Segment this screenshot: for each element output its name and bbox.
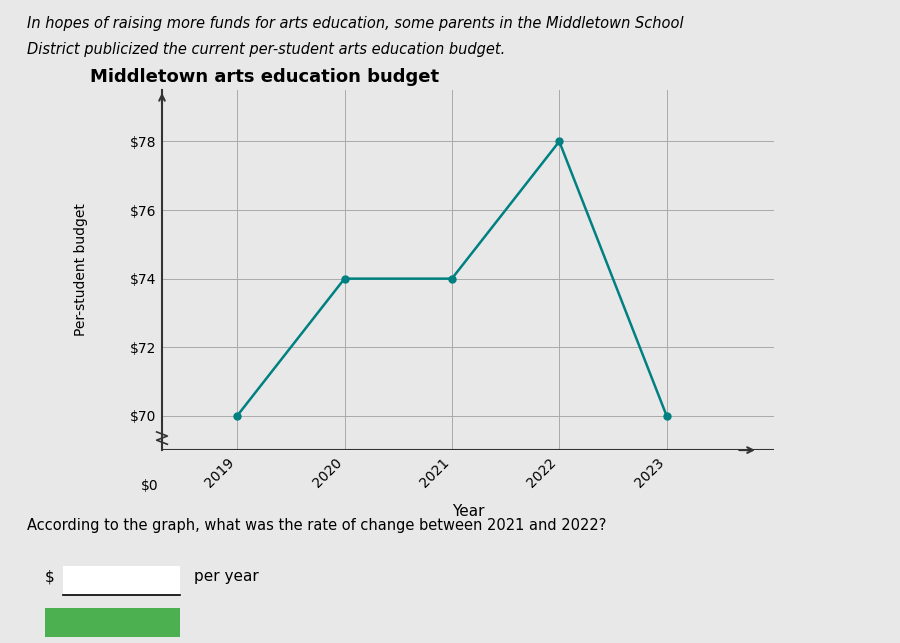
Text: Middletown arts education budget: Middletown arts education budget — [90, 68, 439, 86]
Text: per year: per year — [194, 569, 258, 584]
Y-axis label: Per-student budget: Per-student budget — [75, 204, 88, 336]
Text: District publicized the current per-student arts education budget.: District publicized the current per-stud… — [27, 42, 505, 57]
Text: $: $ — [45, 569, 55, 584]
Text: According to the graph, what was the rate of change between 2021 and 2022?: According to the graph, what was the rat… — [27, 518, 607, 532]
X-axis label: Year: Year — [452, 504, 484, 520]
Text: In hopes of raising more funds for arts education, some parents in the Middletow: In hopes of raising more funds for arts … — [27, 16, 684, 31]
Text: $0: $0 — [141, 479, 159, 493]
